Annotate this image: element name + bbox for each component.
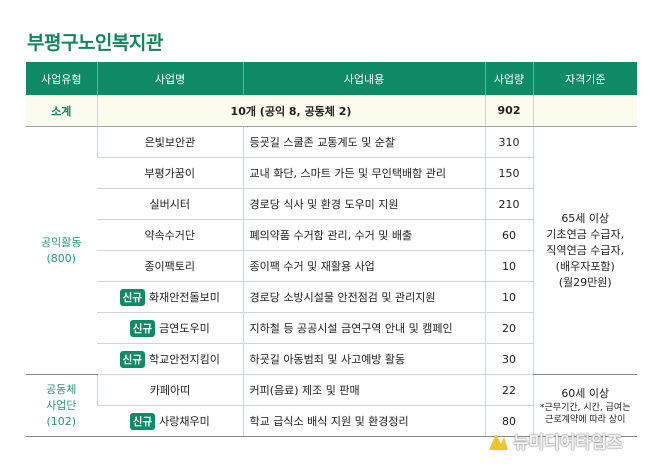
program-content: 폐의약품 수거함 관리, 수거 및 배출 [242, 219, 485, 251]
program-name: 종이팩토리 [144, 260, 196, 273]
table-row: 신규 사랑채우미 학교 급식소 배식 지원 및 환경정리 80 [26, 405, 637, 437]
header-type: 사업유형 [26, 62, 97, 95]
program-name-cell: 신규 화재안전돌보미 [97, 281, 243, 313]
program-content: 커피(음료) 제조 및 판매 [242, 374, 485, 406]
program-name-cell: 신규 사랑채우미 [97, 405, 243, 437]
criteria-line: *근무기간, 시간, 급여는 [540, 402, 631, 413]
type-name: 공익활동 [41, 235, 82, 249]
new-badge: 신규 [119, 288, 145, 306]
program-name-cell: 부평가꿈이 [97, 157, 243, 189]
type-count: (800) [46, 251, 77, 265]
program-name: 화재안전돌보미 [148, 290, 220, 304]
new-badge: 신규 [129, 319, 156, 337]
criteria-line: 60세 이상 [561, 386, 610, 400]
table-row: 부평가꿈이 교내 화단, 스마트 가든 및 무인택배함 관리 150 [26, 157, 637, 189]
criteria-cell: 60세 이상 *근무기간, 시간, 급여는 근로계약에 따라 상이 [532, 374, 637, 437]
criteria-line: 기초연금 수급자, [546, 227, 625, 241]
program-amount: 150 [484, 157, 533, 189]
criteria-line: (월29만원) [558, 275, 612, 289]
new-badge: 신규 [129, 412, 156, 430]
table-row: 실버시터 경로당 식사 및 환경 도우미 지원 210 [26, 188, 637, 220]
program-name: 카페아띠 [149, 384, 191, 397]
program-name-cell: 실버시터 [97, 188, 243, 220]
program-name-cell: 신규 금연도우미 [97, 312, 243, 344]
new-badge: 신규 [119, 350, 145, 368]
type-name-2: 사업단 [46, 398, 77, 412]
table-row: 약속수거단 폐의약품 수거함 관리, 수거 및 배출 60 [26, 219, 637, 251]
subtotal-amount: 902 [484, 95, 533, 127]
program-content: 종이팩 수거 및 재활용 사업 [242, 250, 485, 282]
program-name: 금연도우미 [159, 321, 210, 335]
subtotal-label: 소계 [26, 95, 97, 127]
program-name: 부평가꿈이 [144, 167, 196, 180]
table-header-row: 사업유형 사업명 사업내용 사업량 자격기준 [26, 62, 637, 95]
criteria-line: 근로계약에 따라 상이 [545, 414, 626, 425]
program-content: 등굣길 스쿨존 교통계도 및 순찰 [242, 126, 485, 158]
subtotal-summary: 10개 (공익 8, 공동체 2) [96, 95, 485, 127]
program-content: 하굣길 아동범죄 및 사고예방 활동 [242, 343, 485, 375]
program-name-cell: 신규 학교안전지킴이 [97, 343, 243, 375]
program-amount: 210 [484, 188, 533, 220]
program-amount: 60 [484, 219, 533, 251]
program-name: 사랑채우미 [159, 414, 210, 428]
type-count: (102) [46, 414, 77, 428]
program-name-cell: 은빛보안관 [96, 126, 243, 158]
subtotal-row: 소계 10개 (공익 8, 공동체 2) 902 [26, 95, 637, 127]
watermark: 뉴미디어타임즈 [488, 428, 622, 453]
table-row: 신규 금연도우미 지하철 등 공공시설 금연구역 안내 및 캠페인 20 [26, 312, 637, 344]
program-name: 은빛보안관 [144, 136, 196, 149]
program-table: 사업유형 사업명 사업내용 사업량 자격기준 소계 10개 (공익 8, 공동체… [26, 62, 637, 437]
header-criteria: 자격기준 [532, 62, 637, 95]
program-amount: 22 [484, 374, 533, 406]
program-amount: 310 [484, 126, 533, 158]
program-name-cell: 종이팩토리 [97, 250, 243, 282]
program-amount: 80 [484, 405, 533, 437]
header-content: 사업내용 [242, 62, 485, 95]
watermark-logo-icon [489, 433, 508, 450]
program-content: 경로당 소방시설물 안전점검 및 관리지원 [242, 281, 485, 313]
program-amount: 20 [484, 312, 533, 344]
table-row: 신규 화재안전돌보미 경로당 소방시설물 안전점검 및 관리지원 10 [26, 281, 637, 313]
type-name: 공동체 [46, 382, 77, 396]
table-row: 신규 학교안전지킴이 하굣길 아동범죄 및 사고예방 활동 30 [26, 343, 637, 375]
program-name-cell: 카페아띠 [96, 374, 243, 406]
subtotal-criteria [532, 95, 637, 127]
criteria-line: 65세 이상 [561, 211, 610, 225]
program-name: 학교안전지킴이 [148, 352, 220, 366]
watermark-text: 뉴미디어타임즈 [513, 433, 623, 453]
program-name: 실버시터 [149, 198, 190, 211]
program-amount: 10 [484, 250, 533, 282]
header-name: 사업명 [96, 62, 243, 95]
program-name: 약속수거단 [144, 229, 196, 242]
page-title: 부평구노인복지관 [27, 32, 163, 54]
program-content: 지하철 등 공공시설 금연구역 안내 및 캠페인 [242, 312, 485, 344]
program-amount: 10 [484, 281, 533, 313]
program-amount: 30 [484, 343, 533, 375]
criteria-line: (배우자포함) [555, 259, 615, 273]
table-row: 종이팩토리 종이팩 수거 및 재활용 사업 10 [26, 250, 637, 282]
table-row: 공익활동 (800) 은빛보안관 등굣길 스쿨존 교통계도 및 순찰 310 65세 이상… [26, 126, 637, 375]
program-content: 교내 화단, 스마트 가든 및 무인택배함 관리 [242, 157, 485, 189]
header-amount: 사업량 [484, 62, 533, 95]
criteria-line: 직역연금 수급자, [546, 243, 625, 257]
program-name-cell: 약속수거단 [97, 219, 243, 251]
program-type-cell: 공익활동 (800) [26, 126, 97, 375]
program-content: 경로당 식사 및 환경 도우미 지원 [242, 188, 485, 220]
program-content: 학교 급식소 배식 지원 및 환경정리 [242, 405, 485, 437]
